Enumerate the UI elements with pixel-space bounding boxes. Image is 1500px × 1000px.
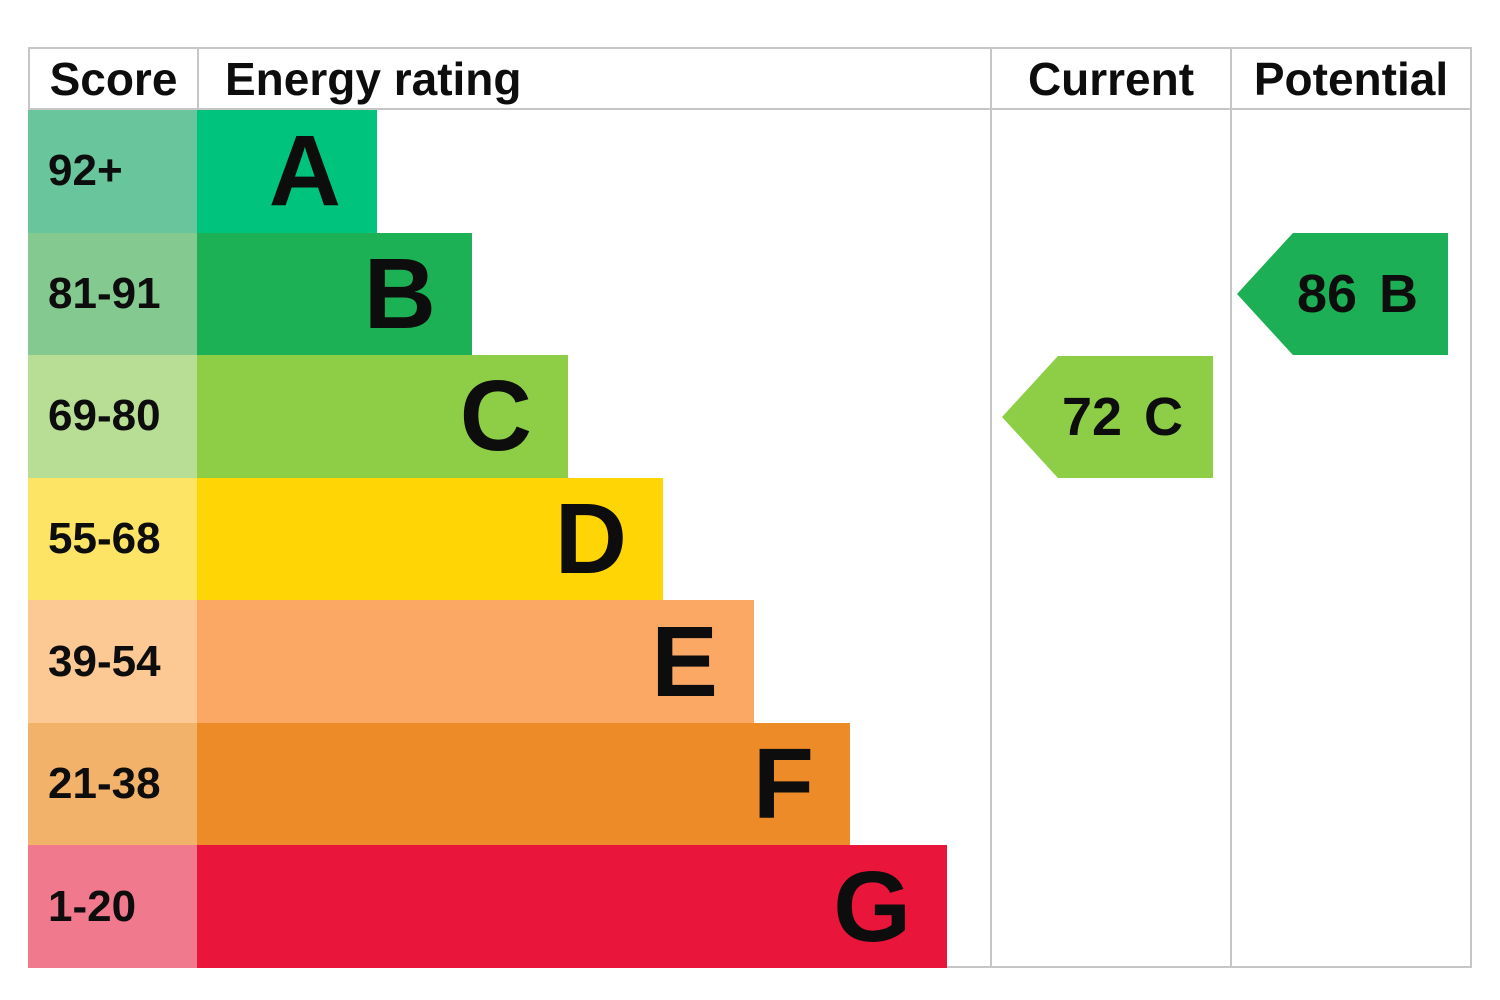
- band-d-score: 55-68: [28, 477, 197, 601]
- band-row-d: 55-68 D: [28, 477, 1472, 601]
- band-b-letter: B: [363, 237, 436, 350]
- header-current: Current: [1027, 52, 1195, 105]
- band-e-bar-area: E: [197, 600, 1472, 723]
- band-a-letter: A: [268, 115, 341, 228]
- band-c-score: 69-80: [28, 355, 197, 478]
- score-column-divider: [197, 47, 199, 110]
- current-column-divider: [990, 47, 992, 968]
- band-row-c: 69-80 C: [28, 355, 1472, 478]
- band-g-score: 1-20: [28, 845, 197, 968]
- band-e-letter: E: [651, 605, 718, 718]
- table-top-border: [28, 47, 1472, 49]
- band-d-letter: D: [554, 482, 627, 595]
- band-a-bar-area: A: [197, 110, 1472, 233]
- band-c-bar-area: C: [197, 355, 1472, 478]
- band-a-score: 92+: [28, 110, 197, 233]
- current-rating-value: 72: [1061, 387, 1123, 447]
- band-f-bar: F: [197, 722, 850, 846]
- potential-column-divider: [1230, 47, 1232, 968]
- band-row-g: 1-20 G: [28, 845, 1472, 968]
- table-right-border: [1470, 47, 1472, 968]
- band-g-bar-area: G: [197, 845, 1472, 968]
- band-row-a: 92+ A: [28, 110, 1472, 233]
- band-f-bar-area: F: [197, 722, 1472, 846]
- band-f-letter: F: [752, 728, 814, 841]
- current-rating-letter: C: [1144, 387, 1184, 447]
- header-energy-rating: Energy rating: [225, 52, 522, 105]
- band-row-e: 39-54 E: [28, 600, 1472, 723]
- potential-rating-value: 86: [1296, 264, 1358, 324]
- header-score: Score: [49, 52, 178, 105]
- band-g-bar: G: [197, 845, 947, 968]
- band-e-score: 39-54: [28, 600, 197, 723]
- table-bottom-border: [947, 966, 1472, 968]
- header-left-border: [28, 47, 30, 110]
- epc-table: Score Energy rating Current Potential 92…: [28, 47, 1472, 968]
- header-bottom-border: [28, 108, 1472, 110]
- band-e-bar: E: [197, 600, 754, 723]
- band-rows: 92+ A 81-91 B 69-80: [28, 110, 1472, 968]
- band-d-bar-area: D: [197, 477, 1472, 601]
- potential-rating-letter: B: [1379, 264, 1419, 324]
- band-row-b: 81-91 B: [28, 232, 1472, 356]
- band-b-bar: B: [197, 232, 472, 356]
- band-d-bar: D: [197, 477, 663, 601]
- header-potential: Potential: [1253, 52, 1449, 105]
- band-c-letter: C: [459, 360, 532, 473]
- band-b-score: 81-91: [28, 232, 197, 356]
- band-g-letter: G: [833, 850, 911, 963]
- band-a-bar: A: [197, 110, 377, 233]
- band-b-bar-area: B: [197, 232, 1472, 356]
- band-row-f: 21-38 F: [28, 722, 1472, 846]
- band-c-bar: C: [197, 355, 568, 478]
- band-f-score: 21-38: [28, 722, 197, 846]
